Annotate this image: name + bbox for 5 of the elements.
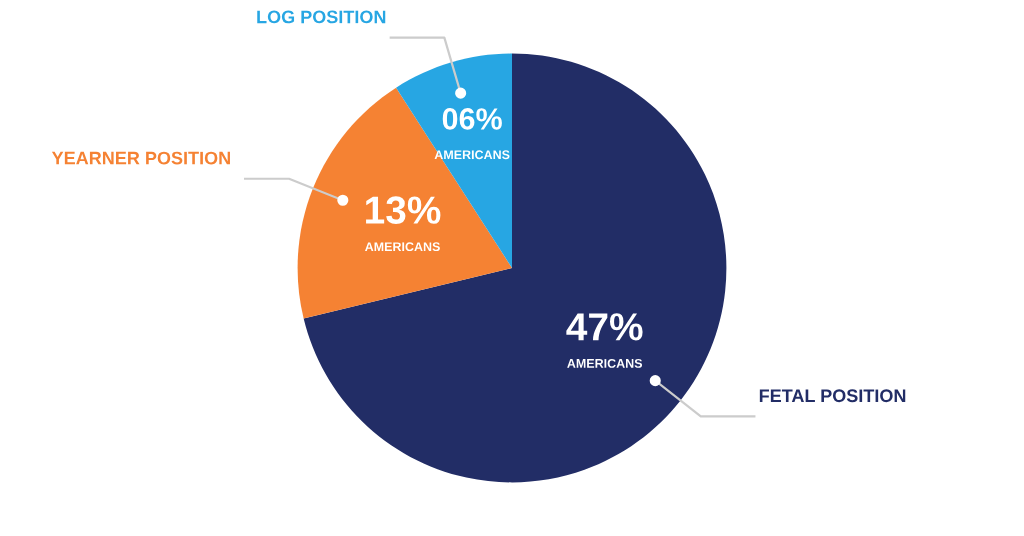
pie-slice (297, 87, 512, 319)
slice-label: YEARNER POSITION (51, 151, 230, 165)
slice-label: FETAL POSITION (759, 389, 906, 403)
pie-slice (303, 53, 727, 483)
slice-label: LOG POSITION (257, 10, 386, 24)
